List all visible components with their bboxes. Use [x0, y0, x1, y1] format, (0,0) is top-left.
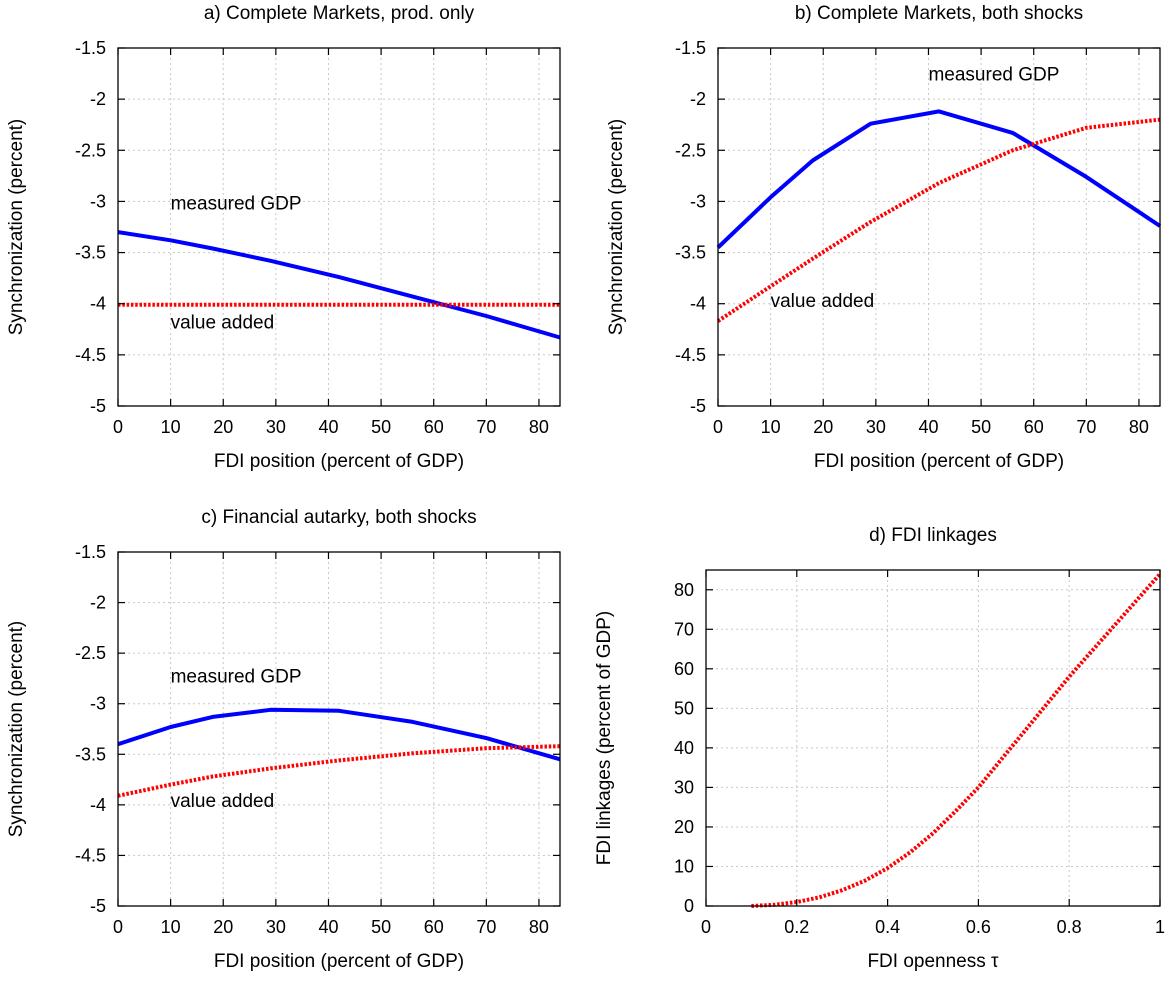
plot-frame [705, 569, 1161, 907]
y-tick-label: -3 [90, 191, 106, 211]
y-tick-label: -2 [90, 89, 106, 109]
x-tick-label: 40 [918, 417, 938, 437]
y-tick-label: -4.5 [75, 845, 106, 865]
x-tick-label: 50 [971, 417, 991, 437]
plot-frame [717, 47, 1161, 407]
y-tick-label: -4 [90, 294, 106, 314]
y-tick-label: -1.5 [75, 38, 106, 58]
y-axis-label: Synchronization (percent) [6, 119, 27, 336]
chart-title: d) FDI linkages [869, 525, 997, 546]
x-tick-label: 60 [424, 417, 444, 437]
x-tick-label: 0.6 [966, 917, 991, 937]
x-tick-label: 0 [113, 417, 123, 437]
x-axis-label: FDI openness τ [867, 951, 999, 972]
x-tick-label: 50 [371, 417, 391, 437]
chart-title: a) Complete Markets, prod. only [204, 3, 475, 24]
x-tick-label: 10 [161, 417, 181, 437]
x-tick-label: 40 [318, 917, 338, 937]
y-tick-label: -3 [690, 191, 706, 211]
y-tick-label: -2.5 [675, 140, 706, 160]
x-axis-label: FDI position (percent of GDP) [214, 951, 464, 972]
fdi-linkages-line [751, 572, 1162, 908]
x-tick-label: 70 [476, 417, 496, 437]
x-tick-label: 70 [1076, 417, 1096, 437]
panel-a: -5 -4.5 -4 -3.5 -3 -2.5 -2 -1.5 0 10 20 30 40 50 60 70 8… [6, 3, 561, 472]
x-tick-label: 60 [1024, 417, 1044, 437]
x-tick-label: 20 [813, 417, 833, 437]
y-tick-label: 50 [674, 698, 694, 718]
x-tick-label: 30 [866, 417, 886, 437]
measured-gdp-line [117, 707, 561, 762]
y-tick-label: -3.5 [675, 243, 706, 263]
y-axis-label: Synchronization (percent) [606, 119, 627, 336]
series-annotation: measured GDP [171, 194, 302, 215]
panel-b: -5 -4.5 -4 -3.5 -3 -2.5 -2 -1.5 0 10 20 30 40 50 60 70 8… [606, 3, 1162, 472]
value-added-line [117, 744, 561, 798]
plot-frame [117, 551, 561, 907]
x-tick-label: 10 [161, 917, 181, 937]
y-axis-label: FDI linkages (percent of GDP) [594, 611, 615, 865]
x-tick-label: 30 [266, 417, 286, 437]
x-tick-label: 80 [529, 417, 549, 437]
y-tick-label: -2 [90, 593, 106, 613]
series-annotation: measured GDP [171, 666, 302, 687]
measured-gdp-line [716, 109, 1162, 249]
y-tick-label: -3 [90, 694, 106, 714]
y-tick-label: 20 [674, 817, 694, 837]
series-annotation: value added [771, 291, 875, 312]
x-tick-label: 10 [761, 417, 781, 437]
value-added-line [716, 117, 1161, 323]
y-tick-label: -4 [90, 795, 106, 815]
y-tick-label: 70 [674, 619, 694, 639]
panel-c: -5 -4.5 -4 -3.5 -3 -2.5 -2 -1.5 0 10 20 30 40 50 60 70 8… [6, 507, 561, 972]
y-tick-label: 0 [684, 896, 694, 916]
y-tick-label: 60 [674, 659, 694, 679]
y-tick-label: -3.5 [75, 243, 106, 263]
y-tick-label: -2.5 [75, 140, 106, 160]
y-tick-label: -4 [690, 294, 706, 314]
x-tick-label: 1 [1155, 917, 1165, 937]
x-tick-label: 80 [1129, 417, 1149, 437]
x-tick-label: 20 [213, 917, 233, 937]
x-tick-label: 0.8 [1057, 917, 1082, 937]
y-tick-label: 80 [674, 580, 694, 600]
x-tick-label: 0.4 [875, 917, 900, 937]
x-tick-label: 0 [713, 417, 723, 437]
y-tick-label: -5 [690, 396, 706, 416]
x-tick-label: 0.2 [784, 917, 809, 937]
y-tick-label: -4.5 [75, 345, 106, 365]
y-tick-label: -4.5 [675, 345, 706, 365]
y-axis-label: Synchronization (percent) [6, 621, 27, 838]
plot-frame [117, 47, 561, 407]
y-tick-label: -2 [690, 89, 706, 109]
measured-gdp-line [117, 230, 561, 340]
series-annotation: value added [171, 791, 275, 812]
y-tick-label: -2.5 [75, 643, 106, 663]
chart-title: c) Financial autarky, both shocks [201, 507, 476, 528]
y-tick-label: -5 [90, 396, 106, 416]
series-annotation: value added [171, 312, 275, 333]
x-axis-label: FDI position (percent of GDP) [814, 451, 1064, 472]
y-tick-label: -5 [90, 896, 106, 916]
x-tick-label: 0 [701, 917, 711, 937]
x-tick-label: 30 [266, 917, 286, 937]
y-tick-label: -3.5 [75, 744, 106, 764]
x-tick-label: 70 [476, 917, 496, 937]
y-tick-label: 40 [674, 738, 694, 758]
x-tick-label: 20 [213, 417, 233, 437]
x-tick-label: 60 [424, 917, 444, 937]
x-tick-label: 80 [529, 917, 549, 937]
x-axis-label: FDI position (percent of GDP) [214, 451, 464, 472]
chart-title: b) Complete Markets, both shocks [795, 3, 1083, 24]
x-tick-label: 0 [113, 917, 123, 937]
series-annotation: measured GDP [928, 65, 1059, 86]
panel-d: 0 10 20 30 40 50 60 70 80 0 0.2 0.4 0.6 0.8 1 d) FDI li… [594, 525, 1165, 972]
y-tick-label: 10 [674, 856, 694, 876]
y-tick-label: 30 [674, 777, 694, 797]
x-tick-label: 40 [318, 417, 338, 437]
y-tick-label: -1.5 [675, 38, 706, 58]
y-tick-label: -1.5 [75, 542, 106, 562]
x-tick-label: 50 [371, 917, 391, 937]
